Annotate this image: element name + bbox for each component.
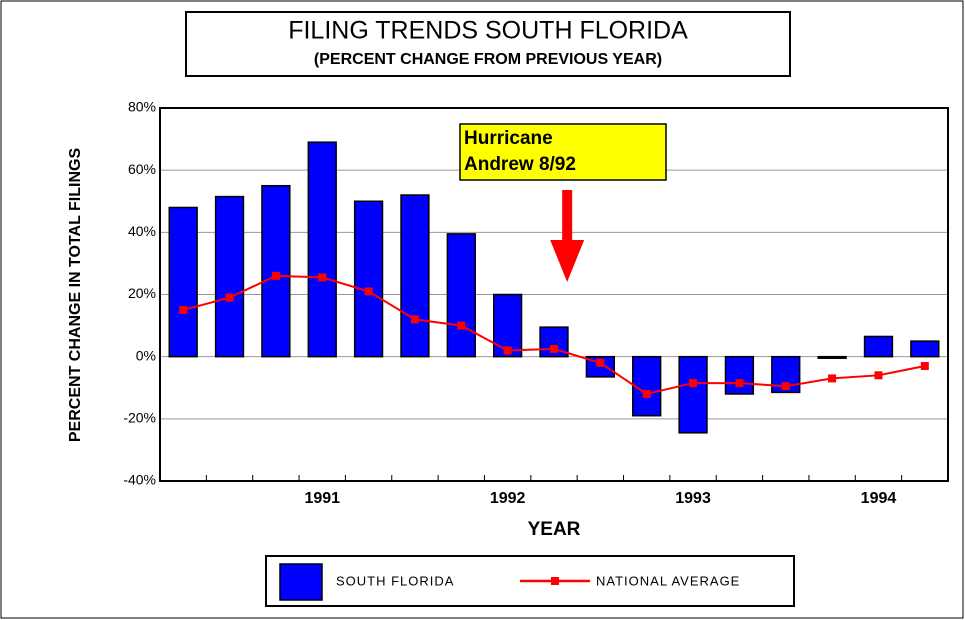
bar — [307, 141, 337, 358]
line-marker — [920, 361, 929, 370]
bar — [632, 355, 662, 417]
bar — [817, 355, 847, 359]
x-tick-label: 1992 — [490, 490, 526, 507]
line-marker — [410, 315, 419, 324]
x-axis-label: YEAR — [528, 519, 581, 540]
arrow-head — [550, 240, 585, 282]
line-marker — [179, 306, 188, 315]
legend-swatch — [279, 563, 323, 601]
bar — [724, 355, 755, 395]
line-marker — [225, 293, 234, 302]
line-marker — [457, 321, 466, 330]
line-marker — [735, 379, 744, 388]
plot-border — [159, 107, 949, 482]
x-tick-label: 1991 — [304, 490, 340, 507]
y-tick-label: 20% — [128, 285, 156, 301]
bar — [446, 233, 476, 358]
line-marker — [318, 273, 327, 282]
line-marker — [689, 379, 698, 388]
legend-label: SOUTH FLORIDA — [336, 573, 454, 588]
legend-marker — [551, 577, 559, 585]
chart-subtitle: (PERCENT CHANGE FROM PREVIOUS YEAR) — [314, 51, 662, 68]
y-tick-label: 60% — [128, 161, 156, 177]
bar — [863, 335, 894, 358]
line-marker — [550, 344, 558, 353]
line-marker — [503, 346, 512, 355]
line-marker — [642, 389, 651, 398]
annotation-text: Andrew 8/92 — [464, 154, 576, 175]
x-tick-label: 1993 — [675, 490, 711, 507]
annotation-box — [459, 123, 667, 181]
bar — [214, 195, 245, 358]
line-marker — [271, 271, 280, 280]
bar — [168, 206, 198, 358]
line-marker — [781, 382, 790, 391]
y-tick-label: -20% — [123, 410, 156, 426]
chart-title: FILING TRENDS SOUTH FLORIDA — [288, 17, 688, 45]
bar — [261, 184, 291, 358]
y-tick-label: 40% — [128, 223, 156, 239]
y-tick-label: 0% — [136, 347, 156, 363]
bar — [678, 355, 708, 434]
line-marker — [828, 374, 837, 383]
line-marker — [364, 287, 373, 296]
x-tick-label: 1994 — [861, 490, 897, 507]
line-marker — [874, 371, 883, 380]
legend-label: NATIONAL AVERAGE — [596, 573, 740, 588]
bar — [353, 200, 384, 358]
title-box — [185, 11, 791, 77]
bar — [400, 194, 430, 358]
annotation-text: Hurricane — [464, 128, 553, 149]
y-axis-label: PERCENT CHANGE IN TOTAL FILINGS — [67, 148, 84, 443]
bar — [910, 340, 940, 358]
y-tick-label: 80% — [128, 99, 156, 115]
line-marker — [596, 358, 605, 367]
y-tick-label: -40% — [123, 472, 156, 488]
arrow-shaft — [562, 190, 573, 242]
